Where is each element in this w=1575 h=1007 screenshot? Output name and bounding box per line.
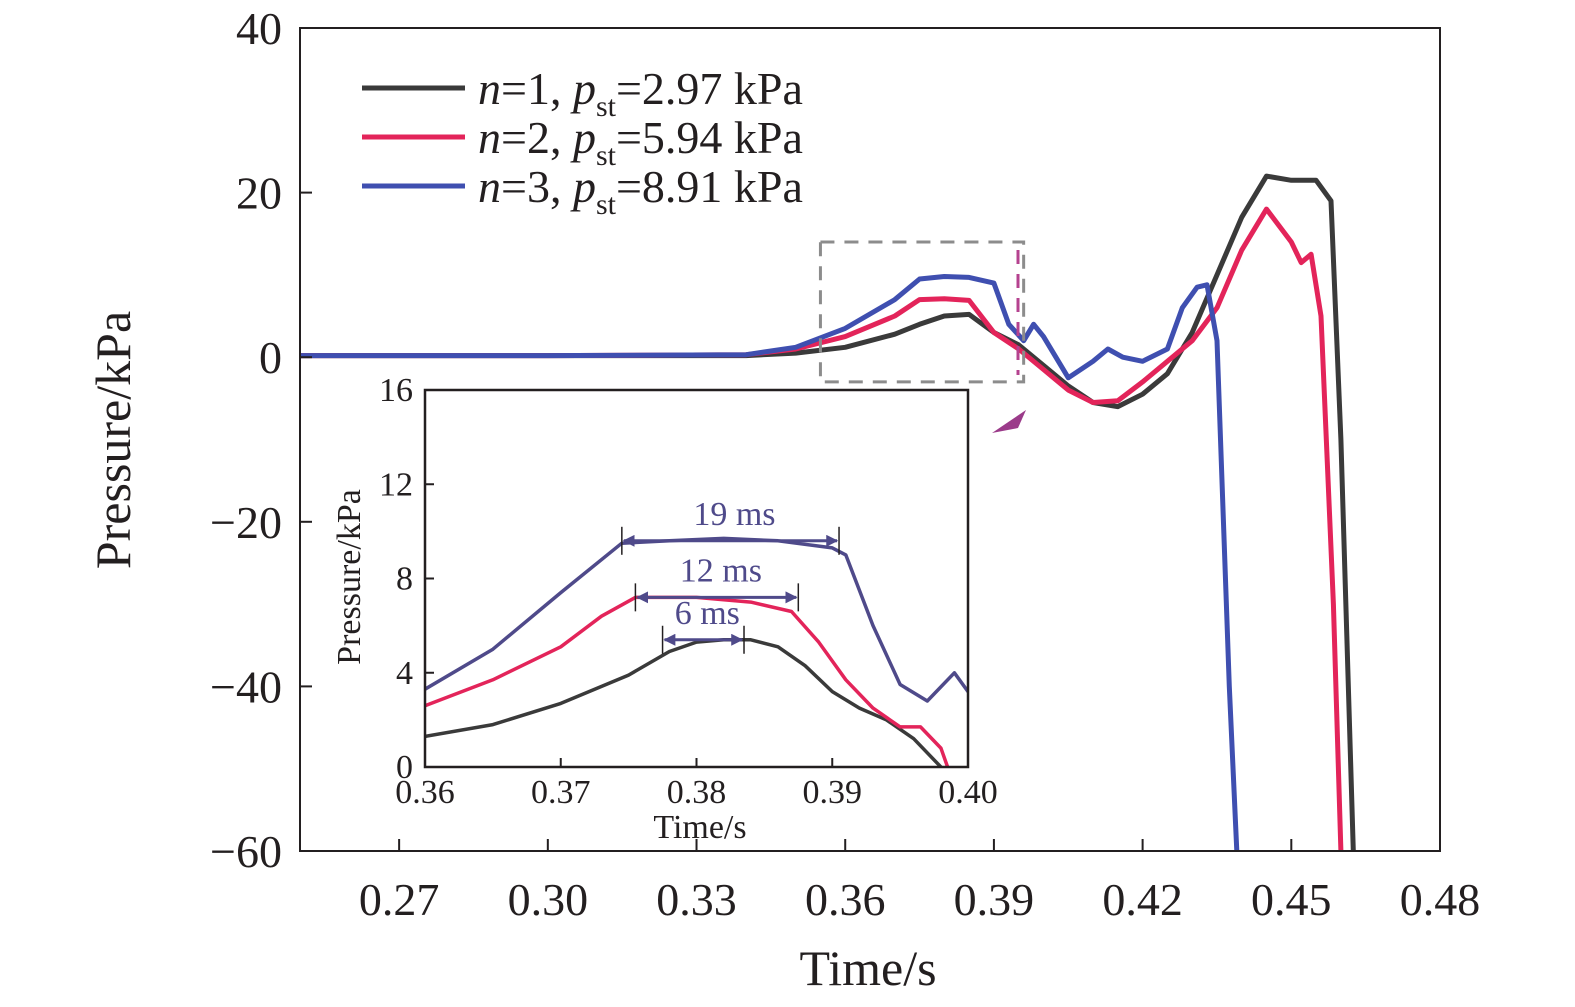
inset-x-axis-title: Time/s	[653, 809, 746, 846]
legend-label-2: n=2, pst=5.94 kPa	[478, 112, 803, 172]
main-x-tick-label: 0.27	[359, 874, 440, 925]
main-y-tick-label: −60	[210, 826, 282, 877]
main-x-tick-label: 0.30	[508, 874, 589, 925]
inset-background	[425, 390, 968, 767]
main-x-tick-label: 0.42	[1102, 874, 1183, 925]
main-y-axis-title: Pressure/kPa	[85, 311, 141, 569]
main-y-tick-label: −40	[210, 661, 282, 712]
main-series-line-2	[300, 206, 1344, 851]
zoom-pointer-arrowhead	[992, 410, 1026, 433]
main-plot-lines	[300, 173, 1356, 851]
main-y-ticks: −60 −40 −20 0 20 40	[210, 3, 312, 877]
inset-x-tick-label: 0.39	[803, 774, 863, 811]
main-x-tick-label: 0.36	[805, 874, 886, 925]
legend-label-1: n=1, pst=2.97 kPa	[478, 63, 803, 123]
main-y-tick-label: 0	[259, 332, 282, 383]
inset-x-tick-label: 0.38	[667, 774, 727, 811]
inset-x-tick-label: 0.37	[531, 774, 591, 811]
inset-series-line-2	[425, 595, 950, 767]
inset-y-ticks: 0 4 8 12 16	[379, 372, 434, 786]
main-series-line-3	[300, 274, 1240, 851]
inset-x-tick-label: 0.40	[938, 774, 998, 811]
inset-y-tick-label: 16	[379, 372, 413, 409]
inset-series-line-1	[425, 638, 943, 767]
main-y-tick-label: −20	[210, 497, 282, 548]
main-x-tick-label: 0.48	[1400, 874, 1481, 925]
annotation-label-1: 19 ms	[693, 496, 775, 533]
inset-y-axis-title: Pressure/kPa	[331, 489, 368, 665]
inset-y-tick-label: 0	[396, 749, 413, 786]
main-chart: 0.27 0.30 0.33 0.36 0.39 0.42 0.45 0.48 −60−40−…	[85, 3, 1480, 996]
zoom-highlight-box	[818, 240, 1026, 384]
inset-x-tick-label: 0.36	[395, 774, 455, 811]
inset-annotations: 19 ms 12 ms 6 ms	[621, 496, 840, 654]
inset-y-tick-label: 12	[379, 466, 413, 503]
main-x-tick-label: 0.45	[1251, 874, 1332, 925]
annotation-label-3: 6 ms	[675, 595, 740, 632]
inset-y-tick-label: 8	[396, 561, 413, 598]
main-x-ticks: 0.27 0.30 0.33 0.36 0.39 0.42 0.45 0.48	[359, 839, 1480, 925]
inset-x-ticks: 0.36 0.37 0.38 0.39 0.40	[395, 758, 998, 811]
annotation-label-2: 12 ms	[680, 552, 762, 589]
main-x-tick-label: 0.33	[656, 874, 737, 925]
legend-label-3: n=3, pst=8.91 kPa	[478, 161, 803, 221]
main-plot-frame	[299, 27, 1441, 852]
inset-chart: 0.36 0.37 0.38 0.39 0.40 0 4 8 12 16 19 ms 12 ms 6…	[331, 372, 998, 846]
main-x-axis-title: Time/s	[799, 940, 936, 996]
main-y-tick-label: 40	[236, 3, 282, 54]
main-y-tick-label: 20	[236, 168, 282, 219]
main-x-tick-label: 0.39	[954, 874, 1035, 925]
inset-y-tick-label: 4	[396, 655, 413, 692]
